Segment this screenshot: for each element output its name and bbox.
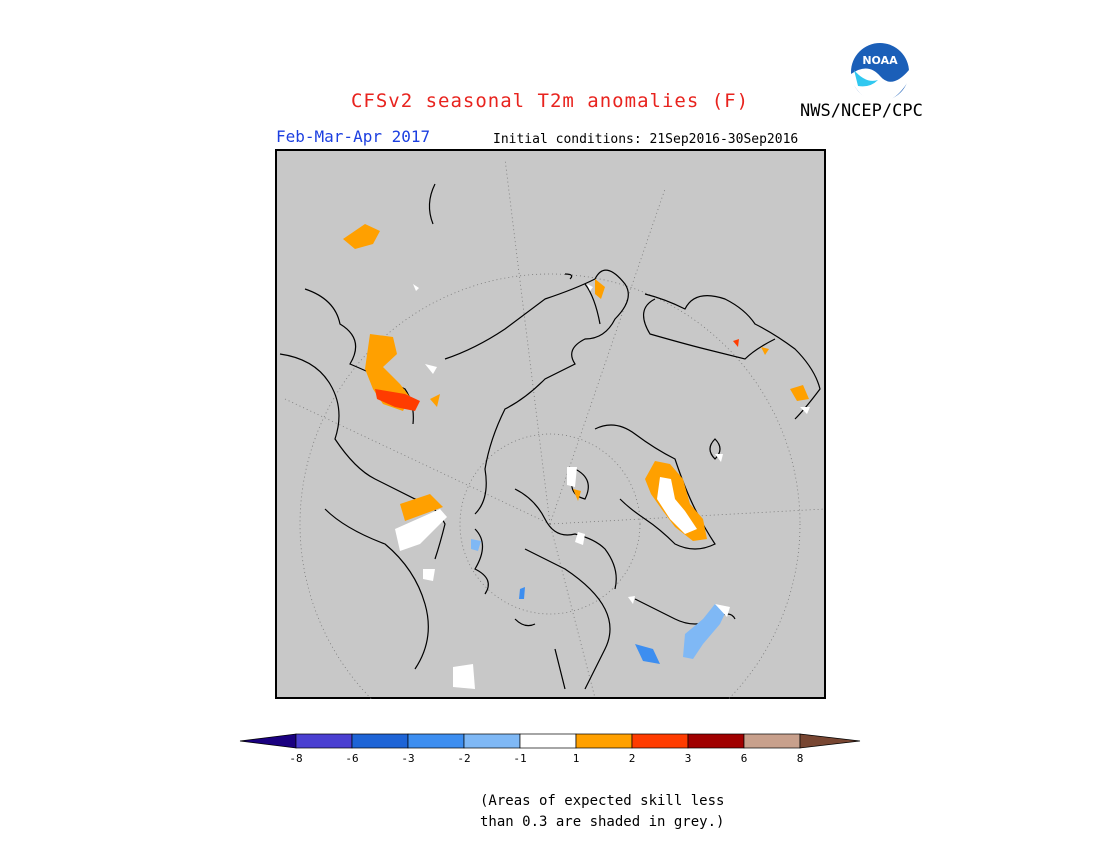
colorbar-bin <box>407 733 465 749</box>
skill-footnote: (Areas of expected skill less than 0.3 a… <box>480 791 780 833</box>
graticule <box>284 158 826 699</box>
colorbar-tick: -6 <box>345 752 358 765</box>
colorbar-bin <box>351 733 409 749</box>
initial-conditions-label: Initial conditions: 21Sep2016-30Sep2016 <box>493 132 799 147</box>
chart-title: CFSv2 seasonal T2m anomalies (F) <box>350 90 750 112</box>
colorbar-high-arrow <box>799 733 861 749</box>
coastlines <box>279 183 821 690</box>
season-label: Feb-Mar-Apr 2017 <box>276 127 431 146</box>
colorbar: -8 -6 -3 -2 -1 1 2 3 6 8 <box>239 733 861 765</box>
colorbar-bin <box>743 733 801 749</box>
noaa-logo-text: NOAA <box>862 54 898 67</box>
footnote-line: than 0.3 are shaded in grey.) <box>480 814 725 830</box>
colorbar-bin <box>631 733 689 749</box>
colorbar-bin <box>463 733 521 749</box>
noaa-logo: NOAA <box>849 41 911 103</box>
agency-label: NWS/NCEP/CPC <box>800 101 923 121</box>
polar-map <box>275 149 826 699</box>
colorbar-bin <box>687 733 745 749</box>
colorbar-low-arrow <box>239 733 297 749</box>
colorbar-tick: 3 <box>685 752 692 765</box>
colorbar-tick: 8 <box>797 752 804 765</box>
colorbar-tick: -1 <box>513 752 526 765</box>
colorbar-tick: -8 <box>289 752 302 765</box>
colorbar-tick: -2 <box>457 752 470 765</box>
colorbar-tick: -3 <box>401 752 414 765</box>
colorbar-bin <box>295 733 353 749</box>
colorbar-tick: 1 <box>573 752 580 765</box>
colorbar-bin <box>519 733 577 749</box>
colorbar-tick: 6 <box>741 752 748 765</box>
colorbar-bin <box>575 733 633 749</box>
anomaly-patches <box>343 224 810 689</box>
footnote-line: (Areas of expected skill less <box>480 793 725 809</box>
colorbar-tick: 2 <box>629 752 636 765</box>
